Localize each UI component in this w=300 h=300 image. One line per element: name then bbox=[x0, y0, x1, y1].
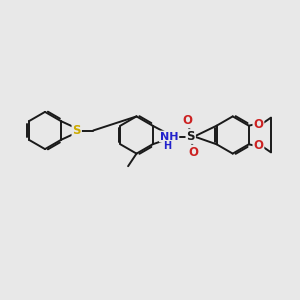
Text: H: H bbox=[164, 141, 172, 151]
Text: O: O bbox=[254, 118, 263, 131]
Text: S: S bbox=[187, 130, 195, 143]
Text: O: O bbox=[189, 146, 199, 159]
Text: S: S bbox=[73, 124, 81, 137]
Text: O: O bbox=[183, 114, 193, 128]
Text: O: O bbox=[254, 139, 263, 152]
Text: NH: NH bbox=[160, 131, 178, 142]
